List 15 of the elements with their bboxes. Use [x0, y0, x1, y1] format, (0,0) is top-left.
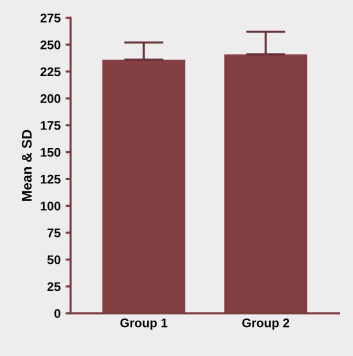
- y-tick-label: 250: [40, 40, 60, 50]
- y-tick-label: 225: [40, 67, 61, 76]
- y-tick-label: 150: [40, 148, 60, 157]
- x-tick-label: Group 2: [242, 318, 290, 330]
- y-tick-label: 0: [54, 309, 60, 318]
- y-tick-label: 50: [47, 255, 60, 264]
- y-tick-label: 75: [48, 228, 61, 238]
- y-tick-label: 125: [40, 174, 61, 184]
- y-tick-label: 100: [40, 202, 60, 210]
- y-tick-label: 200: [40, 94, 60, 104]
- y-axis-title: Mean & SD: [22, 130, 32, 201]
- y-tick-label: 275: [40, 14, 61, 22]
- y-tick-label: 175: [40, 121, 61, 130]
- x-tick-label: Group 1: [120, 318, 168, 330]
- y-tick-label: 25: [47, 282, 61, 292]
